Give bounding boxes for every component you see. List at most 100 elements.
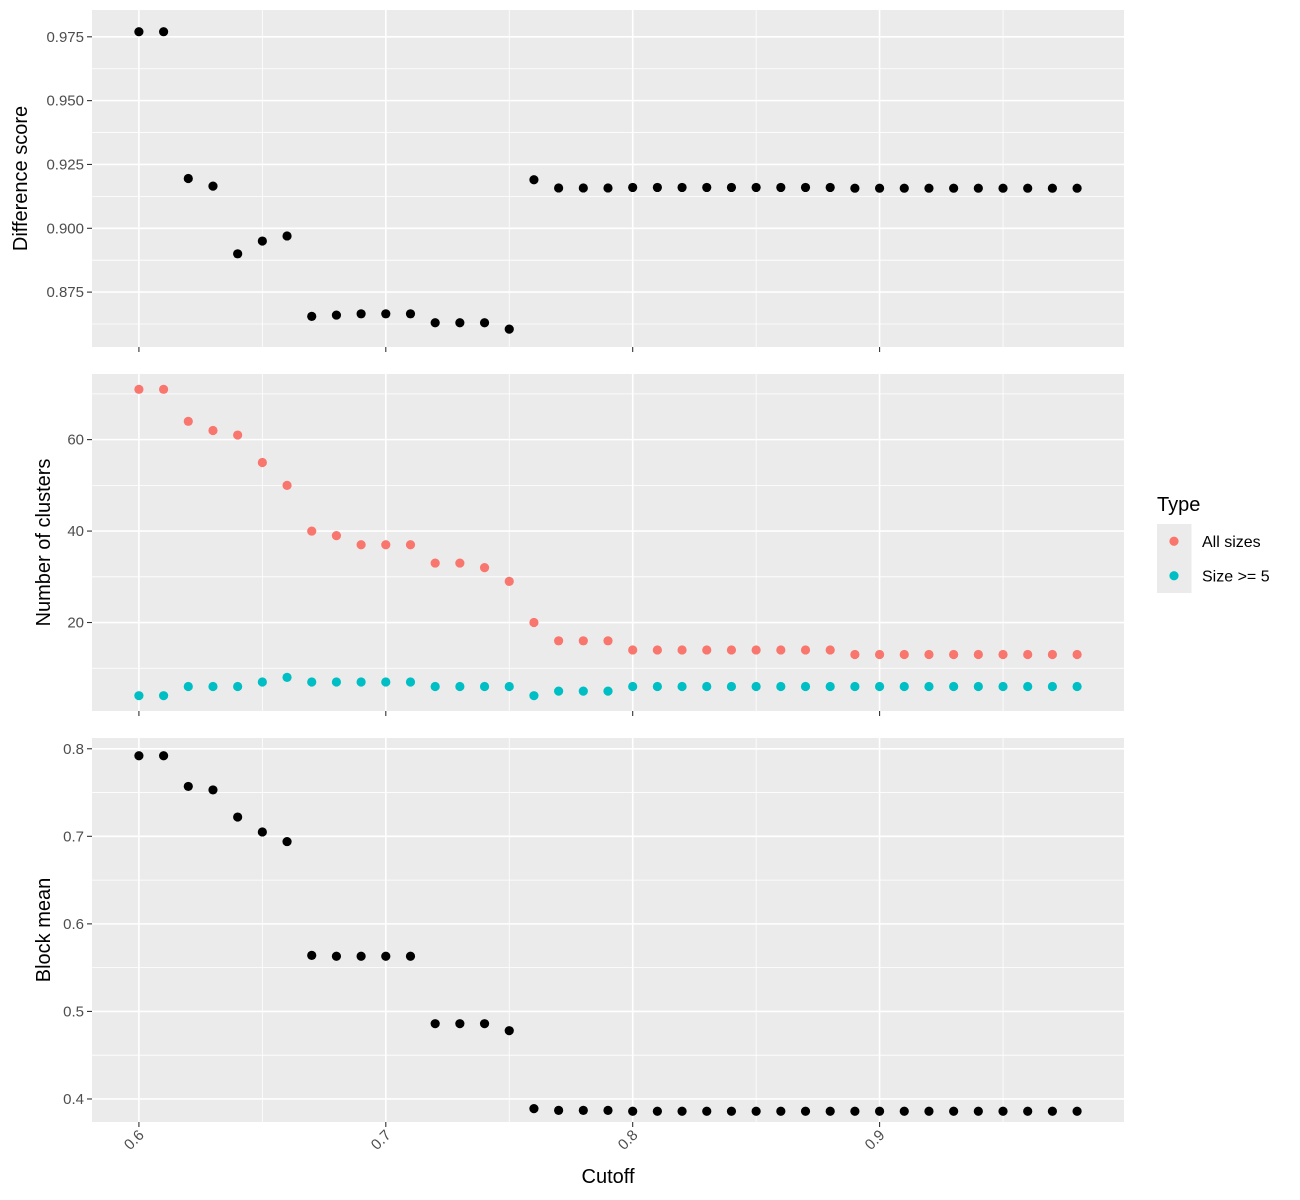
y-tick-label: 0.975 — [46, 29, 84, 46]
data-point — [381, 540, 391, 550]
x-tick-label: 0.7 — [368, 1127, 395, 1154]
data-point — [702, 182, 712, 193]
data-point — [381, 677, 391, 687]
data-point — [282, 672, 292, 682]
data-point — [504, 324, 514, 334]
data-point — [307, 526, 317, 536]
data-point — [973, 649, 983, 660]
data-point — [331, 531, 342, 541]
data-point — [751, 681, 761, 692]
data-point — [208, 425, 218, 436]
data-point — [998, 681, 1008, 692]
data-point — [949, 681, 959, 692]
data-point — [850, 649, 860, 660]
data-point — [998, 183, 1008, 193]
data-point — [973, 1106, 983, 1116]
data-point — [282, 836, 292, 847]
data-point — [726, 1106, 737, 1116]
data-point — [479, 681, 490, 692]
y-tick-label: 20 — [67, 615, 84, 632]
data-point — [850, 681, 860, 692]
data-point — [776, 1106, 786, 1116]
series-1 — [134, 384, 1082, 660]
data-point — [998, 649, 1008, 660]
data-point — [800, 681, 811, 692]
data-point — [652, 645, 662, 655]
data-point — [652, 1106, 662, 1116]
data-point — [578, 636, 588, 646]
data-point — [430, 558, 440, 568]
data-point — [257, 236, 267, 246]
data-point — [282, 231, 292, 241]
data-point — [233, 681, 243, 692]
y-axis-title: Number of clusters — [33, 459, 55, 627]
legend-items: All sizes Size >= 5 — [1157, 524, 1270, 593]
data-point — [776, 681, 786, 692]
data-point — [158, 384, 169, 394]
chart-panels: 0.875 0.900 0.925 0.950 0.975 Difference scor… — [10, 10, 1124, 1154]
y-tick-label: 0.4 — [63, 1091, 84, 1108]
y-axis-title: Difference score — [10, 106, 32, 251]
data-point — [405, 951, 416, 961]
data-point — [529, 175, 539, 185]
data-point — [529, 691, 539, 701]
panel-background — [92, 738, 1124, 1122]
x-axis-title: Cutoff — [582, 1166, 635, 1188]
data-point — [899, 1106, 909, 1116]
legend-item: All sizes — [1157, 524, 1261, 559]
data-point — [158, 751, 169, 761]
data-point — [554, 686, 564, 696]
data-point — [973, 183, 983, 193]
legend: Type All sizes Size >= 5 — [1157, 494, 1270, 593]
y-tick-label: 0.7 — [63, 828, 84, 845]
panel-2: 20 40 60 Number of clusters — [33, 374, 1124, 716]
series-1 — [134, 27, 1082, 334]
data-point — [924, 649, 934, 660]
data-point — [208, 181, 218, 191]
data-point — [1047, 1106, 1058, 1116]
data-point — [504, 576, 514, 586]
data-point — [158, 27, 169, 37]
data-point — [825, 182, 835, 193]
data-point — [356, 677, 366, 687]
data-point — [874, 681, 885, 692]
data-point — [924, 681, 934, 692]
data-point — [257, 457, 267, 468]
data-point — [455, 1019, 465, 1029]
data-point — [800, 645, 811, 655]
data-point — [1072, 681, 1082, 692]
data-point — [603, 183, 613, 193]
data-point — [628, 182, 638, 193]
data-point — [776, 182, 786, 193]
y-tick-label: 0.925 — [46, 156, 84, 173]
data-point — [776, 645, 786, 655]
data-point — [183, 173, 193, 184]
data-point — [603, 686, 613, 696]
data-point — [850, 183, 860, 193]
series-2 — [134, 672, 1082, 701]
data-point — [702, 645, 712, 655]
legend-swatch — [1169, 536, 1179, 546]
data-point — [529, 617, 539, 628]
y-tick-label: 0.950 — [46, 93, 84, 110]
legend-label: Size >= 5 — [1202, 569, 1270, 586]
data-point — [1072, 1106, 1082, 1116]
data-point — [677, 182, 687, 193]
legend-swatch — [1169, 571, 1179, 581]
data-point — [578, 686, 588, 696]
data-point — [1023, 183, 1033, 193]
y-tick-label: 0.6 — [63, 916, 84, 933]
data-point — [677, 645, 687, 655]
data-point — [998, 1106, 1008, 1116]
data-point — [233, 430, 243, 440]
data-point — [183, 781, 193, 792]
data-point — [356, 951, 366, 961]
data-point — [331, 310, 342, 320]
data-point — [554, 183, 564, 193]
data-point — [899, 681, 909, 692]
data-point — [874, 183, 885, 193]
data-point — [529, 1104, 539, 1114]
data-point — [1023, 649, 1033, 660]
panel-3: 0.4 0.5 0.6 0.7 0.8 Block mean 0.6 0.7 0.8 0.9 — [33, 738, 1124, 1154]
